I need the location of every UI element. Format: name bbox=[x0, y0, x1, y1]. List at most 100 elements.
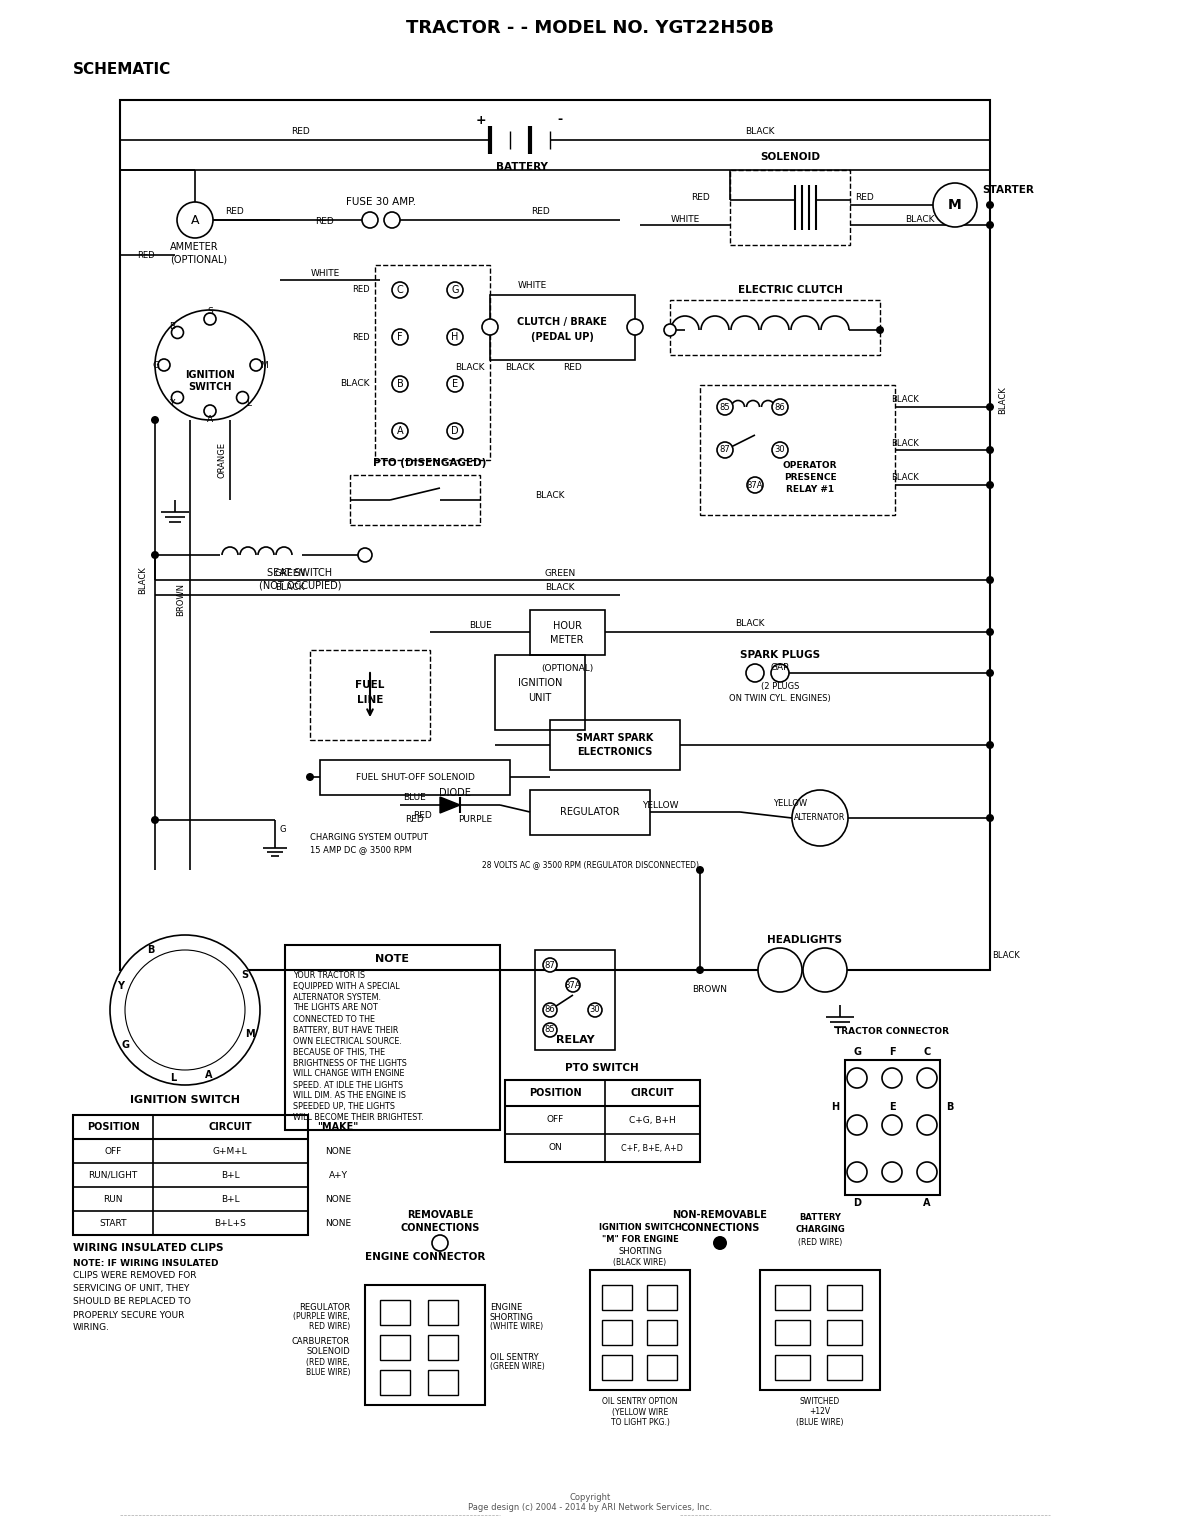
Bar bbox=[602, 1285, 632, 1310]
Text: 87: 87 bbox=[545, 960, 556, 969]
Text: BATTERY, BUT HAVE THEIR: BATTERY, BUT HAVE THEIR bbox=[293, 1025, 399, 1034]
Bar bbox=[380, 1370, 409, 1395]
Text: S: S bbox=[208, 307, 212, 315]
Circle shape bbox=[125, 951, 245, 1069]
Text: (BLACK WIRE): (BLACK WIRE) bbox=[614, 1258, 667, 1267]
Bar bbox=[602, 1320, 632, 1345]
Text: SMART SPARK: SMART SPARK bbox=[576, 733, 654, 742]
Circle shape bbox=[627, 319, 643, 335]
Text: SEAT SWITCH: SEAT SWITCH bbox=[268, 567, 333, 578]
Text: Copyright: Copyright bbox=[570, 1492, 610, 1501]
Circle shape bbox=[792, 789, 848, 846]
Circle shape bbox=[171, 391, 183, 403]
Bar bbox=[760, 1270, 880, 1390]
Text: CONNECTIONS: CONNECTIONS bbox=[681, 1223, 760, 1234]
Text: BATTERY: BATTERY bbox=[496, 163, 548, 172]
Text: FUEL SHUT-OFF SOLENOID: FUEL SHUT-OFF SOLENOID bbox=[355, 773, 474, 782]
Text: RED: RED bbox=[137, 251, 155, 260]
Text: WHITE: WHITE bbox=[310, 269, 340, 277]
Circle shape bbox=[847, 1068, 867, 1088]
Circle shape bbox=[543, 1024, 557, 1037]
Text: E: E bbox=[889, 1103, 896, 1112]
Text: M: M bbox=[260, 360, 268, 370]
Text: OIL SENTRY OPTION: OIL SENTRY OPTION bbox=[602, 1398, 677, 1407]
Text: UNIT: UNIT bbox=[529, 694, 551, 703]
Circle shape bbox=[717, 443, 733, 458]
Circle shape bbox=[155, 310, 266, 420]
Bar bbox=[163, 992, 206, 1028]
Text: A: A bbox=[191, 213, 199, 227]
Text: RED: RED bbox=[856, 193, 873, 201]
Circle shape bbox=[696, 966, 704, 973]
Text: YOUR TRACTOR IS: YOUR TRACTOR IS bbox=[293, 970, 365, 980]
Text: BLACK: BLACK bbox=[905, 214, 935, 224]
Bar bbox=[350, 475, 480, 525]
Bar bbox=[530, 610, 605, 656]
Circle shape bbox=[881, 1115, 902, 1135]
Text: CHARGING SYSTEM OUTPUT: CHARGING SYSTEM OUTPUT bbox=[310, 834, 428, 843]
Text: (NOT OCCUPIED): (NOT OCCUPIED) bbox=[258, 580, 341, 590]
Text: 87A: 87A bbox=[747, 481, 763, 490]
Text: 85: 85 bbox=[720, 403, 730, 412]
Text: SWITCHED: SWITCHED bbox=[800, 1398, 840, 1407]
Bar bbox=[173, 1011, 184, 1024]
Text: IGNITION: IGNITION bbox=[518, 678, 562, 687]
Text: WHITE: WHITE bbox=[670, 214, 700, 224]
Circle shape bbox=[717, 399, 733, 415]
Circle shape bbox=[986, 814, 994, 821]
Text: NOTE: IF WIRING INSULATED: NOTE: IF WIRING INSULATED bbox=[73, 1258, 218, 1267]
Circle shape bbox=[847, 1115, 867, 1135]
Bar bbox=[380, 1335, 409, 1360]
Text: 15 AMP DC @ 3500 RPM: 15 AMP DC @ 3500 RPM bbox=[310, 846, 412, 855]
Text: NON-REMOVABLE: NON-REMOVABLE bbox=[673, 1211, 767, 1220]
Text: (2 PLUGS: (2 PLUGS bbox=[761, 683, 799, 692]
Text: WILL BECOME THEIR BRIGHTEST.: WILL BECOME THEIR BRIGHTEST. bbox=[293, 1113, 424, 1122]
Text: GREEN: GREEN bbox=[275, 569, 306, 578]
Text: H: H bbox=[831, 1103, 839, 1112]
Circle shape bbox=[177, 202, 214, 237]
Text: POSITION: POSITION bbox=[529, 1088, 582, 1098]
Circle shape bbox=[881, 1068, 902, 1088]
Bar bbox=[494, 656, 585, 730]
Bar bbox=[310, 649, 430, 741]
Bar bbox=[775, 1355, 809, 1380]
Bar bbox=[550, 719, 680, 770]
Text: BROWN: BROWN bbox=[177, 584, 185, 616]
Circle shape bbox=[881, 1162, 902, 1182]
Text: RUN/LIGHT: RUN/LIGHT bbox=[88, 1171, 138, 1179]
Circle shape bbox=[713, 1237, 727, 1250]
Text: CIRCUIT: CIRCUIT bbox=[630, 1088, 674, 1098]
Text: BLACK: BLACK bbox=[545, 584, 575, 593]
Text: SOLENOID: SOLENOID bbox=[307, 1348, 350, 1357]
Bar bbox=[670, 300, 880, 354]
Text: SWITCH: SWITCH bbox=[189, 382, 231, 392]
Circle shape bbox=[306, 773, 314, 780]
Text: OWN ELECTRICAL SOURCE.: OWN ELECTRICAL SOURCE. bbox=[293, 1036, 402, 1045]
Circle shape bbox=[772, 399, 788, 415]
Bar bbox=[535, 951, 615, 1049]
Text: B: B bbox=[396, 379, 404, 389]
Text: 30: 30 bbox=[590, 1005, 601, 1015]
Bar bbox=[827, 1285, 863, 1310]
Text: Y: Y bbox=[169, 399, 175, 408]
Text: PURPLE: PURPLE bbox=[458, 815, 492, 824]
Circle shape bbox=[986, 403, 994, 411]
Text: PRESENCE: PRESENCE bbox=[784, 473, 837, 482]
Bar bbox=[505, 1080, 700, 1162]
Text: THE LIGHTS ARE NOT: THE LIGHTS ARE NOT bbox=[293, 1004, 378, 1013]
Text: BLACK: BLACK bbox=[341, 379, 371, 388]
Text: CARBURETOR: CARBURETOR bbox=[291, 1337, 350, 1346]
Text: RED: RED bbox=[315, 218, 334, 227]
Circle shape bbox=[432, 1235, 448, 1250]
Text: BLACK: BLACK bbox=[891, 473, 919, 482]
Text: B: B bbox=[146, 945, 155, 955]
Text: 85: 85 bbox=[545, 1025, 556, 1034]
Text: NONE: NONE bbox=[324, 1194, 352, 1203]
Text: M: M bbox=[948, 198, 962, 211]
Circle shape bbox=[847, 1162, 867, 1182]
Circle shape bbox=[151, 815, 159, 824]
Text: M: M bbox=[245, 1028, 255, 1039]
Text: C+F, B+E, A+D: C+F, B+E, A+D bbox=[621, 1144, 683, 1153]
Text: FUSE 30 AMP.: FUSE 30 AMP. bbox=[346, 198, 417, 207]
Bar bbox=[730, 170, 850, 245]
